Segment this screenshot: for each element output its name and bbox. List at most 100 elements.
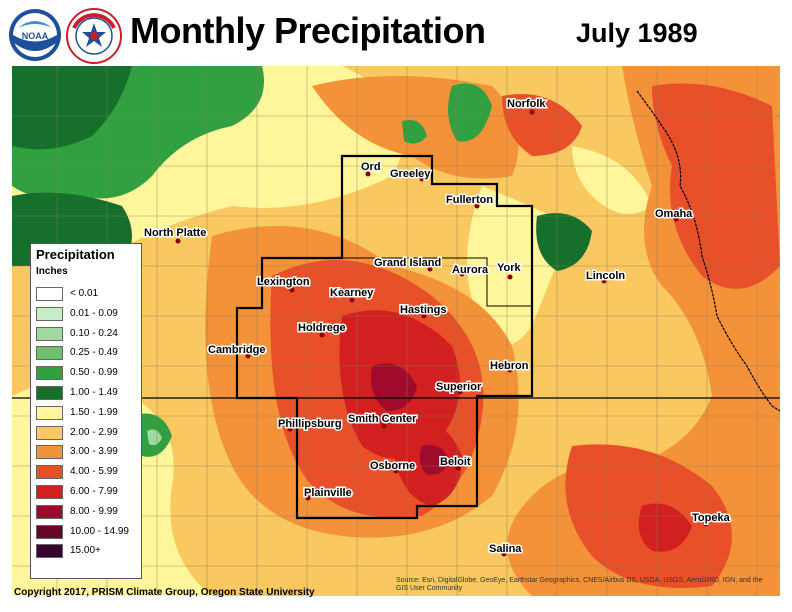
city-grand-island: Grand Island [373, 256, 443, 272]
forecast-area-inner-line [342, 257, 532, 307]
city-label-smith-center: Smith Center [348, 413, 417, 425]
legend-swatch [36, 485, 63, 499]
zone-lightgreen-southwest [147, 429, 162, 446]
city-label-cambridge: Cambridge [208, 344, 265, 356]
legend-label: 4.00 - 5.99 [70, 466, 118, 478]
map-date: July 1989 [576, 18, 698, 48]
legend-swatch [36, 346, 63, 361]
city-label-greeley: Greeley [390, 168, 431, 180]
noaa-logo-text: NOAA [22, 31, 49, 41]
city-hastings: Hastings [399, 303, 448, 319]
zone-deep-red-southeast [638, 503, 692, 552]
city-kearney: Kearney [329, 286, 376, 303]
legend-label: 1.50 - 1.99 [70, 406, 118, 418]
zone-light-northeast [572, 146, 652, 214]
city-label-salina: Salina [489, 543, 522, 555]
city-ord: Ord [360, 160, 382, 177]
header: NOAA Monthly Precipitation July 1989 [0, 0, 792, 66]
legend-units: Inches [36, 266, 68, 277]
city-label-lexington: Lexington [257, 276, 310, 288]
noaa-logo-icon: NOAA [9, 9, 61, 61]
legend-swatch [36, 445, 63, 460]
legend-label: 1.00 - 1.49 [70, 387, 118, 398]
legend-swatch [36, 544, 63, 559]
legend-label: < 0.01 [70, 288, 99, 299]
city-aurora: Aurora [451, 263, 491, 278]
legend-title: Precipitation [36, 247, 115, 262]
legend-swatch [36, 386, 63, 400]
city-beloit: Beloit [439, 455, 472, 471]
city-label-topeka: Topeka [692, 512, 731, 524]
city-superior: Superior [435, 380, 483, 395]
city-lexington: Lexington [256, 275, 311, 293]
legend-label: 6.00 - 7.99 [70, 486, 118, 497]
legend-item: 0.50 - 0.99 [36, 365, 140, 381]
legend-item: 8.00 - 9.99 [36, 504, 140, 520]
map-title: Monthly Precipitation [130, 10, 486, 51]
legend-swatch [36, 306, 63, 321]
city-label-north-platte: North Platte [144, 227, 206, 239]
zone-green-north [448, 83, 492, 142]
legend-item: 15.00+ [36, 543, 140, 559]
city-holdrege: Holdrege [297, 321, 347, 338]
city-label-superior: Superior [436, 381, 482, 393]
legend-item: 10.00 - 14.99 [36, 524, 140, 540]
city-label-york: York [497, 262, 522, 274]
nws-logo-icon [66, 8, 122, 64]
river-state-boundary [636, 90, 780, 412]
city-topeka: Topeka [691, 511, 732, 527]
city-label-holdrege: Holdrege [298, 322, 346, 334]
city-label-hastings: Hastings [400, 304, 446, 316]
city-label-phillipsburg: Phillipsburg [278, 418, 342, 430]
legend-swatch [36, 405, 63, 420]
zone-green-ord [402, 120, 427, 144]
city-fullerton: Fullerton [445, 193, 495, 209]
city-omaha: Omaha [654, 207, 695, 222]
zone-maroon-central [371, 363, 417, 411]
city-cambridge: Cambridge [207, 343, 267, 359]
forecast-area-outline [235, 154, 534, 520]
city-smith-center: Smith Center [347, 412, 419, 429]
legend-item: 0.10 - 0.24 [36, 326, 140, 342]
legend-swatch [36, 504, 63, 519]
legend-label: 2.00 - 2.99 [70, 426, 118, 438]
legend-item: 2.00 - 2.99 [36, 425, 140, 441]
zone-maroon-beloit [419, 445, 450, 475]
city-osborne: Osborne [369, 459, 417, 474]
legend-swatch [36, 366, 63, 381]
legend-swatch [36, 287, 63, 301]
legend-label: 0.10 - 0.24 [70, 327, 118, 339]
legend-label: 8.00 - 9.99 [70, 505, 118, 517]
city-label-hebron: Hebron [490, 360, 529, 372]
city-label-lincoln: Lincoln [586, 270, 625, 282]
legend-swatch [36, 326, 63, 341]
city-markers: Norfolk Ord Greeley Fullerton Omaha Nort… [143, 97, 732, 557]
city-york: York [496, 261, 523, 280]
legend-panel: Precipitation Inches < 0.01 0.01 - 0.09 0.… [30, 243, 142, 579]
legend-item: 1.00 - 1.49 [36, 385, 140, 401]
legend-swatch [36, 524, 63, 539]
city-label-aurora: Aurora [452, 264, 489, 276]
legend-item: < 0.01 [36, 286, 140, 302]
legend-item: 6.00 - 7.99 [36, 484, 140, 500]
source-attribution: Source: Esri, DigitalGlobe, GeoEye, Eart… [396, 577, 763, 592]
zone-darkgreen-lincoln [536, 213, 592, 271]
city-label-omaha: Omaha [655, 208, 693, 220]
legend-swatch [36, 425, 63, 440]
city-label-fullerton: Fullerton [446, 194, 493, 206]
city-label-kearney: Kearney [330, 287, 374, 299]
zone-darkgreen-northwest [12, 66, 132, 150]
legend-label: 0.25 - 0.49 [70, 347, 118, 359]
legend-label: 10.00 - 14.99 [70, 525, 129, 537]
city-plainville: Plainville [303, 486, 353, 501]
legend-item: 4.00 - 5.99 [36, 464, 140, 480]
copyright-text: Copyright 2017, PRISM Climate Group, Ore… [14, 587, 315, 598]
legend-label: 3.00 - 3.99 [70, 446, 118, 458]
legend-label: 15.00+ [70, 545, 101, 557]
city-label-plainville: Plainville [304, 487, 352, 499]
city-label-ord: Ord [361, 161, 381, 173]
city-label-osborne: Osborne [370, 460, 415, 472]
city-hebron: Hebron [489, 359, 531, 374]
legend-item: 0.01 - 0.09 [36, 306, 140, 322]
city-norfolk: Norfolk [506, 97, 548, 115]
